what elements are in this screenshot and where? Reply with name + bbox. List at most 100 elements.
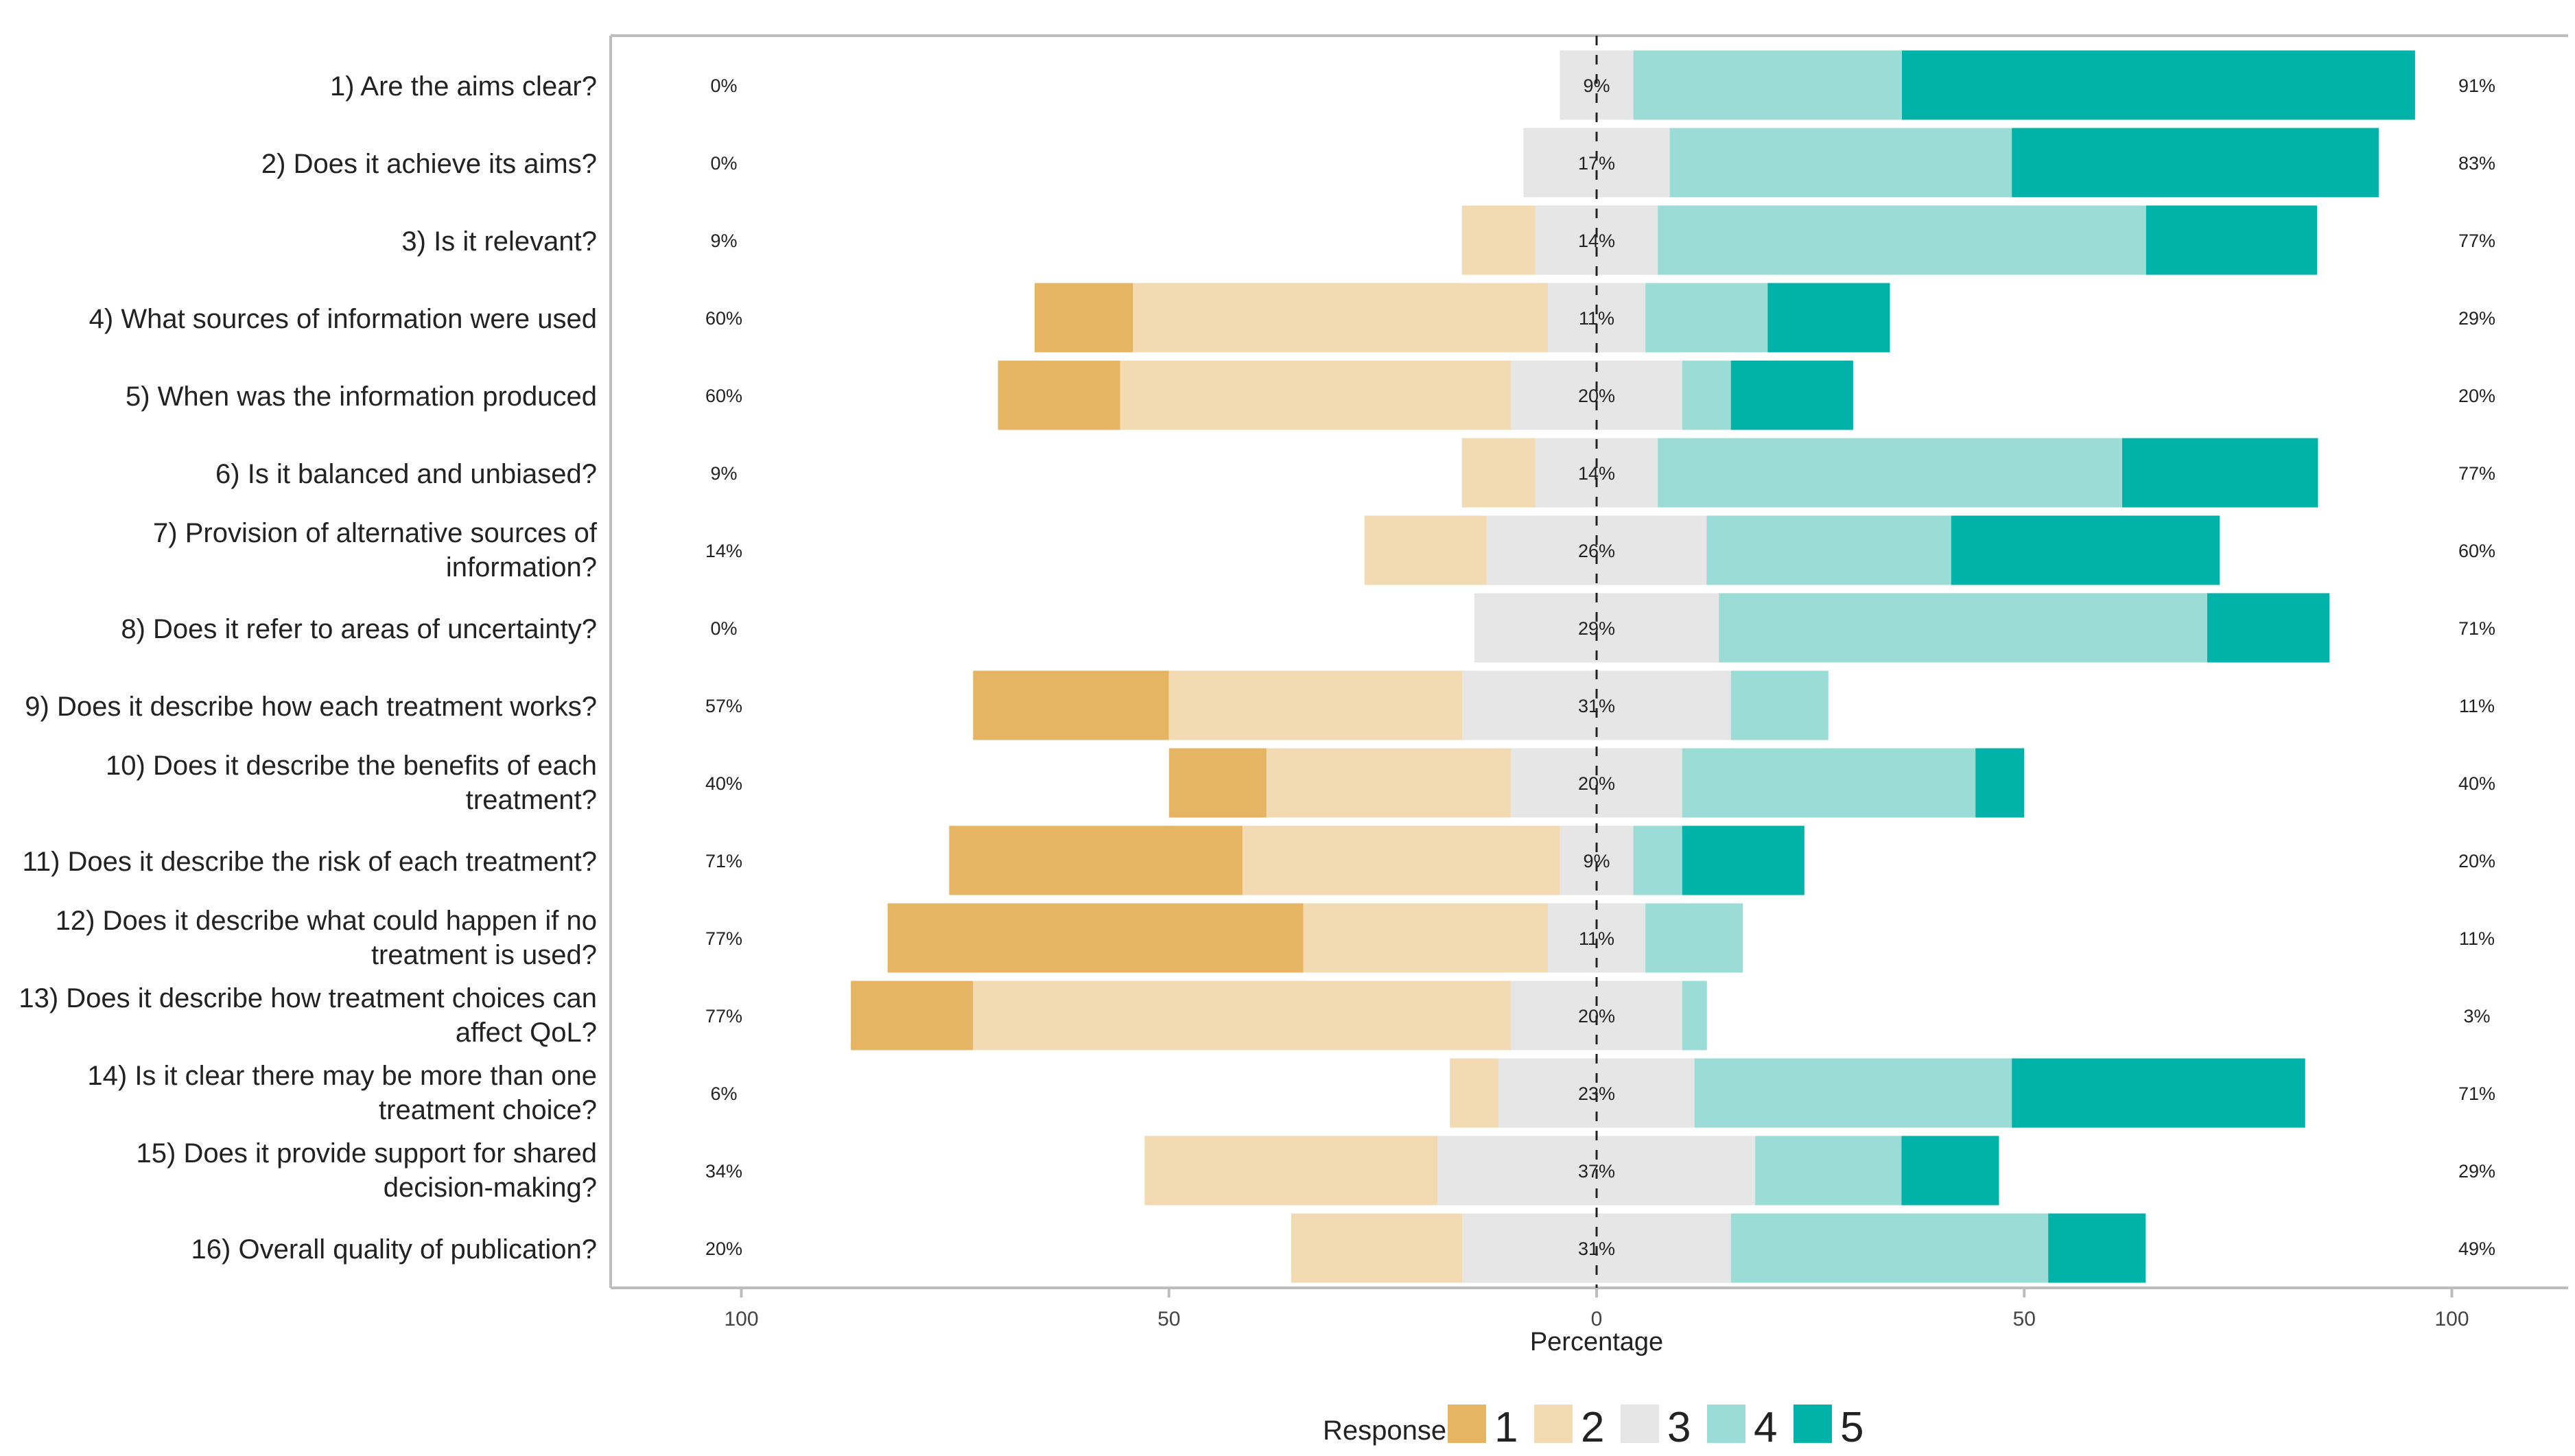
right-percent-label-q12: 11% [2459, 928, 2495, 949]
bar-q5-response-3 [1511, 360, 1682, 430]
category-label-q15-line1: 15) Does it provide support for shared [137, 1138, 597, 1169]
legend-label-2: 2 [1581, 1404, 1604, 1451]
bar-q11-response-1 [949, 825, 1243, 895]
center-percent-label-q12: 11% [1579, 928, 1614, 949]
right-percent-label-q4: 29% [2458, 308, 2495, 329]
right-percent-label-q11: 20% [2458, 851, 2495, 871]
bar-q6-response-5 [2122, 438, 2318, 508]
right-percent-label-q15: 29% [2458, 1161, 2495, 1182]
bar-q11-response-5 [1682, 825, 1804, 895]
bar-q14-response-5 [2012, 1058, 2305, 1128]
left-percent-label-q10: 40% [705, 773, 742, 794]
right-percent-label-q14: 71% [2458, 1083, 2495, 1104]
bar-q12-response-1 [887, 903, 1304, 973]
center-percent-label-q13: 20% [1578, 1006, 1615, 1026]
legend-label-3: 3 [1667, 1404, 1691, 1451]
right-percent-label-q9: 11% [2459, 696, 2495, 716]
center-percent-label-q6: 14% [1578, 463, 1615, 484]
bar-q14-response-2 [1450, 1058, 1499, 1128]
bar-q9-response-4 [1730, 670, 1829, 740]
bar-q3-response-2 [1461, 205, 1536, 275]
bar-q16-response-2 [1291, 1213, 1463, 1283]
category-label-q5: 5) When was the information produced [126, 381, 597, 412]
bar-q3-response-5 [2145, 205, 2318, 275]
category-label-q1: 1) Are the aims clear? [330, 71, 597, 102]
left-percent-label-q1: 0% [710, 75, 737, 96]
center-percent-label-q15: 37% [1578, 1161, 1615, 1182]
bar-q9-response-1 [973, 670, 1169, 740]
left-percent-label-q6: 9% [710, 463, 737, 484]
right-percent-label-q10: 40% [2458, 773, 2495, 794]
center-percent-label-q10: 20% [1578, 773, 1615, 794]
category-label-q13-line2: affect QoL? [456, 1018, 597, 1048]
left-percent-label-q13: 77% [705, 1006, 742, 1026]
bar-q13-response-1 [851, 981, 974, 1050]
bar-q7-response-5 [1951, 515, 2220, 585]
center-percent-label-q1: 9% [1583, 75, 1610, 96]
x-tick-label-4: 100 [2434, 1308, 2469, 1330]
right-percent-label-q1: 91% [2458, 75, 2495, 96]
bar-q6-response-2 [1461, 438, 1536, 508]
legend-swatch-1 [1448, 1405, 1486, 1443]
right-percent-label-q3: 77% [2458, 231, 2495, 251]
category-label-q11: 11) Does it describe the risk of each tr… [23, 847, 597, 877]
right-percent-label-q16: 49% [2458, 1238, 2495, 1259]
x-tick-label-3: 50 [2013, 1308, 2036, 1330]
bar-q13-response-4 [1682, 981, 1707, 1050]
bar-q15-response-4 [1755, 1136, 1902, 1206]
bar-q6-response-3 [1535, 438, 1658, 508]
category-label-q8: 8) Does it refer to areas of uncertainty… [121, 614, 597, 644]
bar-q5-response-4 [1682, 360, 1731, 430]
category-label-q12-line2: treatment is used? [371, 940, 597, 970]
bar-q8-response-5 [2207, 593, 2330, 663]
center-percent-label-q14: 23% [1578, 1083, 1615, 1104]
category-label-q7-line1: 7) Provision of alternative sources of [153, 518, 598, 548]
category-label-q7-line2: information? [446, 552, 597, 583]
bar-q10-response-5 [1975, 748, 2025, 818]
bar-q13-response-2 [973, 981, 1512, 1050]
bar-q7-response-4 [1706, 515, 1951, 585]
bar-q10-response-4 [1682, 748, 1976, 818]
left-percent-label-q4: 60% [705, 308, 742, 329]
category-label-q6: 6) Is it balanced and unbiased? [215, 459, 597, 489]
category-label-q13-line1: 13) Does it describe how treatment choic… [19, 983, 597, 1013]
right-percent-label-q5: 20% [2458, 386, 2495, 406]
left-percent-label-q9: 57% [705, 696, 742, 716]
bar-q4-response-2 [1133, 283, 1548, 353]
labels-layer: 1) Are the aims clear? 0% 9% 91% 2) Does it … [19, 71, 2495, 1265]
legend-swatch-5 [1794, 1405, 1832, 1443]
bar-q10-response-1 [1168, 748, 1267, 818]
right-percent-label-q6: 77% [2458, 463, 2495, 484]
bar-q5-response-5 [1730, 360, 1853, 430]
category-label-q9: 9) Does it describe how each treatment w… [25, 692, 597, 722]
center-percent-label-q2: 17% [1578, 153, 1615, 174]
category-label-q3: 3) Is it relevant? [401, 226, 597, 257]
left-percent-label-q16: 20% [705, 1238, 742, 1259]
legend-title: Response [1323, 1416, 1446, 1446]
bar-q15-response-2 [1144, 1136, 1438, 1206]
bar-q6-response-4 [1658, 438, 2122, 508]
center-percent-label-q16: 31% [1578, 1238, 1615, 1259]
right-percent-label-q7: 60% [2458, 541, 2495, 561]
bar-q8-response-4 [1719, 593, 2207, 663]
right-percent-label-q2: 83% [2458, 153, 2495, 174]
bar-q2-response-5 [2012, 128, 2379, 198]
bar-q4-response-4 [1645, 283, 1768, 353]
bar-q7-response-2 [1364, 515, 1487, 585]
left-percent-label-q2: 0% [710, 153, 737, 174]
left-percent-label-q12: 77% [705, 928, 742, 949]
bar-q4-response-1 [1035, 283, 1133, 353]
x-axis: Percentage 100 50 0 50 100 [724, 1288, 2469, 1357]
legend: Response 1 2 3 4 5 [1323, 1404, 1863, 1451]
left-percent-label-q3: 9% [710, 231, 737, 251]
left-percent-label-q15: 34% [705, 1161, 742, 1182]
bar-q14-response-4 [1694, 1058, 2012, 1128]
bar-q15-response-5 [1901, 1136, 1999, 1206]
category-label-q10-line1: 10) Does it describe the benefits of eac… [106, 751, 597, 781]
bar-q2-response-4 [1669, 128, 2012, 198]
bar-q5-response-1 [998, 360, 1120, 430]
bar-q12-response-2 [1303, 903, 1548, 973]
right-percent-label-q8: 71% [2458, 618, 2495, 639]
